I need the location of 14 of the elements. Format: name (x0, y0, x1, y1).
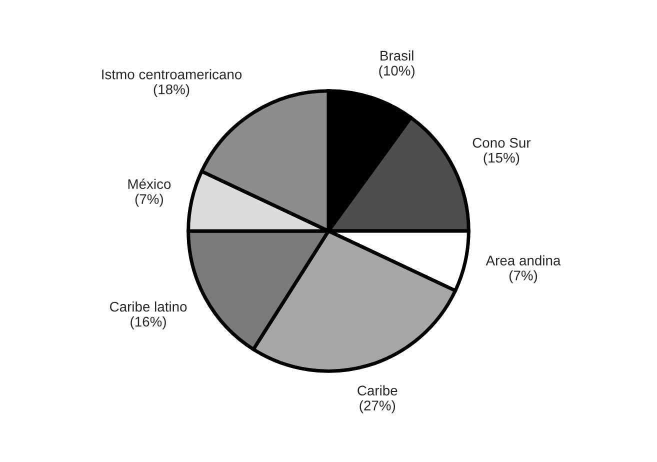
slice-label: Brasil (380, 50, 414, 61)
data-label: (7%) (509, 270, 538, 284)
data-label: (18%) (154, 84, 190, 98)
slice-label: México (128, 178, 171, 190)
data-label: (27%) (360, 400, 396, 414)
data-label: (10%) (379, 65, 414, 78)
data-label: (7%) (135, 194, 164, 207)
slice-label: Area andina (486, 255, 561, 266)
slice-label: Cono Sur (472, 138, 531, 148)
slice-label: Caribe (358, 385, 398, 396)
data-label: (16%) (130, 316, 166, 330)
slice-label: Istmo centroamericano (102, 69, 242, 80)
slice-label: Caribe latino (110, 301, 187, 312)
data-label: (15%) (484, 152, 520, 166)
